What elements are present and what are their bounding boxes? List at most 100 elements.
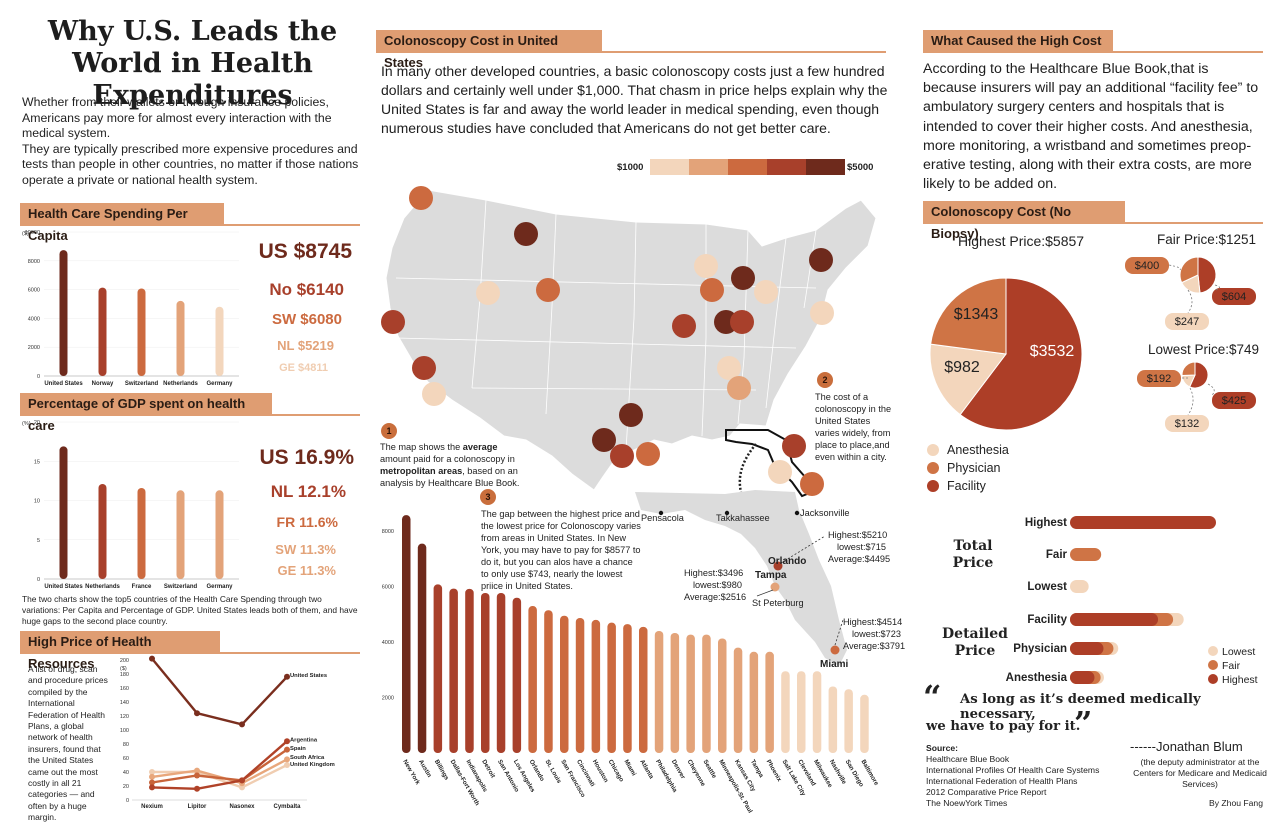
city-bar	[623, 624, 632, 753]
map-city-dot	[636, 442, 660, 466]
breakdown-legend-label: Fair	[1222, 660, 1241, 672]
pie-highest-title: Highest Price:$5857	[958, 233, 1085, 249]
map-city-dot	[768, 460, 792, 484]
section-header-gdp: Percentage of GDP spent on health care	[20, 393, 272, 433]
resources-point	[239, 777, 245, 784]
tampa-lowest: lowest:$980	[692, 580, 742, 590]
pie-fair-physician-pill	[1125, 257, 1169, 274]
gdp-label-fr: FR 11.6%	[276, 514, 338, 530]
orlando-highest: Highest:$5210	[828, 530, 888, 540]
color-scale-legend	[650, 159, 845, 175]
resources-ytick: 80	[123, 742, 129, 748]
pie-lowest-anesthesia-value: $132	[1175, 418, 1199, 430]
callout-1-text: The map shows the average amount paid fo…	[380, 441, 530, 489]
byline: By Zhou Fang	[1209, 798, 1263, 808]
resources-point	[149, 784, 155, 791]
pie-lowest-anesthesia-pill	[1165, 415, 1209, 432]
quote-close-mark: ”	[1074, 704, 1093, 742]
city-bar	[828, 686, 838, 753]
per-capita-bar	[137, 288, 146, 376]
city-bar	[591, 619, 601, 753]
gdp-xtick: United States	[44, 584, 83, 590]
map-city-dot	[810, 301, 834, 325]
city-xtick: Austin	[417, 759, 433, 779]
gdp-xtick: France	[132, 584, 152, 590]
map-city-dot	[800, 472, 824, 496]
total-price-bar	[1070, 548, 1102, 561]
callout-1-bold: metropolitan areas	[380, 466, 463, 476]
city-xtick: Detroit	[480, 759, 496, 780]
per-capita-bar	[176, 300, 185, 376]
map-city-dot	[412, 356, 436, 380]
map-city-dot	[731, 266, 755, 290]
pie-legend: Anesthesia Physician Facility	[927, 443, 1009, 493]
gdp-label-sw: SW 11.3%	[275, 542, 336, 557]
tampa-leader	[756, 589, 774, 597]
map-city-dot	[782, 434, 806, 458]
section-header-per-capita: Health Care Spending Per Capita	[20, 203, 224, 243]
miami-stats: Highest:$4514 lowest:$723 Average:$3791	[843, 616, 905, 652]
pie-fair-slice	[1179, 256, 1199, 284]
per-capita-xtick: Switzerland	[125, 381, 159, 387]
section-divider	[376, 51, 886, 53]
resources-point	[284, 762, 290, 768]
pie-fair-title: Fair Price:$1251	[1157, 232, 1257, 247]
detailed-price-label: Detailed Price	[942, 626, 1008, 659]
city-bar	[433, 584, 443, 753]
source-item: International Federation of Health Plans	[926, 776, 1078, 786]
resources-xtick: Nexium	[141, 804, 163, 810]
per-capita-chart: ($) 0 2000 4000 6000 8000 10000 United States No…	[22, 230, 239, 387]
resources-ytick: 120	[120, 714, 129, 720]
city-bar	[560, 615, 569, 753]
pie-highest-facility-value: $3532	[1030, 343, 1075, 360]
city-bar	[765, 651, 774, 753]
quote-line-1: As long as it’s deemed medically necessa…	[960, 692, 1201, 722]
callout-1-part: amount paid for a colonoscopy in	[380, 454, 515, 464]
map-city-dot	[619, 403, 643, 427]
resources-text: A list of drug, scan and procedure price…	[28, 664, 108, 823]
city-ytick: 6000	[382, 585, 394, 591]
resources-series-line	[151, 748, 288, 784]
tampa-average: Average:$2516	[684, 592, 747, 602]
map-city-dot	[754, 280, 778, 304]
cause-text: According to the Healthcare Blue Book,th…	[923, 61, 1259, 193]
breakdown-legend-swatch	[1208, 646, 1218, 656]
resources-ytick: 180	[120, 672, 129, 678]
breakdown-row-label: Lowest	[1027, 581, 1067, 593]
section-divider	[20, 652, 360, 654]
city-bar	[496, 593, 506, 753]
pie-fair-facility-pill	[1212, 288, 1256, 305]
pie-lowest-facility-value: $425	[1222, 395, 1246, 407]
callout-1-part: , based on an analysis by Healthcare Blu…	[380, 466, 520, 488]
scale-swatch	[650, 159, 689, 175]
detailed-bar-highest	[1070, 642, 1104, 655]
pie-legend-label: Facility	[947, 479, 987, 493]
resources-series-line	[151, 657, 288, 726]
per-capita-bar	[215, 306, 224, 376]
orlando-leader	[780, 535, 826, 564]
pie-fair-anesthesia-value: $247	[1175, 316, 1199, 328]
pie-highest-slice	[929, 343, 1007, 416]
map-city-dot	[730, 310, 754, 334]
pie-leader-line	[1214, 284, 1220, 291]
city-bar	[512, 597, 522, 753]
gdp-bar	[176, 490, 185, 579]
per-capita-xtick: Netherlands	[163, 381, 198, 387]
gdp-ytick: 20	[34, 420, 40, 426]
florida-city-dot	[794, 510, 800, 516]
per-capita-bar	[59, 250, 68, 376]
map-city-dot	[409, 186, 433, 210]
miami-dot	[830, 645, 840, 655]
pie-highest-physician-value: $1343	[954, 306, 999, 323]
pie-legend-swatch	[927, 462, 939, 474]
gdp-ylabel: (%)	[22, 421, 31, 427]
per-capita-ytick: 2000	[28, 345, 40, 351]
map-city-dot	[381, 310, 405, 334]
per-capita-ytick: 10000	[25, 230, 40, 236]
gdp-ytick: 0	[37, 577, 40, 583]
map-city-dot	[694, 254, 718, 278]
city-jacksonville: Jacksonville	[800, 508, 850, 518]
section-divider	[923, 51, 1263, 53]
resources-point	[284, 673, 290, 680]
resources-ytick: 160	[120, 686, 129, 692]
